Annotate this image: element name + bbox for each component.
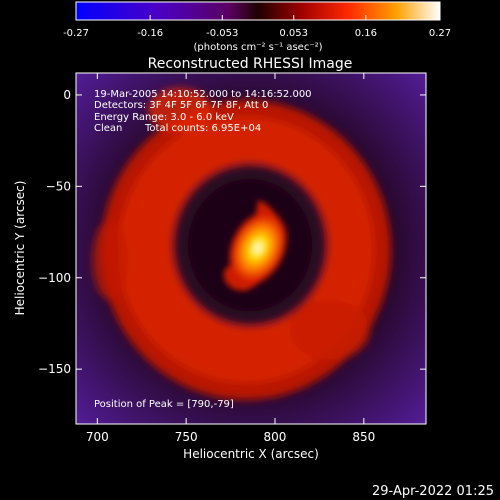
- annotation-peak: Position of Peak = [790,-79]: [94, 399, 234, 410]
- annotation-energy: Energy Range: 3.0 - 6.0 keV: [94, 112, 234, 123]
- colorbar-tick-label: 0.27: [429, 28, 451, 39]
- annotation-detectors: Detectors: 3F 4F 5F 6F 7F 8F, Att 0: [94, 100, 268, 111]
- x-tick-label: 750: [175, 430, 198, 444]
- colorbar-tick-label: -0.053: [206, 28, 238, 39]
- colorbar-unit-label: (photons cm⁻² s⁻¹ asec⁻²): [193, 42, 322, 53]
- colorbar-tick-label: -0.27: [63, 28, 89, 39]
- colorbar-ticks: -0.27 -0.16 -0.053 0.053 0.16 0.27: [63, 15, 451, 39]
- annotation-time: 19-Mar-2005 14:10:52.000 to 14:16:52.000: [94, 89, 312, 100]
- colorbar: -0.27 -0.16 -0.053 0.053 0.16 0.27 (photons c…: [63, 1, 451, 53]
- colorbar-gradient: [75, 1, 441, 21]
- x-axis-label: Heliocentric X (arcsec): [183, 447, 319, 461]
- y-tick-label: −150: [38, 362, 71, 376]
- colorbar-tick-label: 0.16: [355, 28, 377, 39]
- y-axis-label: Heliocentric Y (arcsec): [13, 181, 27, 316]
- heatmap-image: [76, 73, 426, 424]
- y-tick-label: −50: [46, 179, 71, 193]
- x-tick-label: 850: [352, 430, 375, 444]
- footer-date: 29-Apr-2022 01:25: [372, 484, 494, 499]
- annotation-counts: Total counts: 6.95E+04: [144, 123, 261, 134]
- annotation-clean: Clean: [94, 123, 122, 134]
- chart-title: Reconstructed RHESSI Image: [148, 56, 353, 72]
- plot-frame: [75, 72, 427, 425]
- colorbar-tick-label: 0.053: [279, 28, 308, 39]
- y-axis: 0 −50 −100 −150: [38, 88, 426, 376]
- colorbar-tick-label: -0.16: [137, 28, 163, 39]
- x-tick-label: 700: [86, 430, 109, 444]
- x-axis: 700 750 800 850: [86, 73, 375, 444]
- y-tick-label: −100: [38, 271, 71, 285]
- emission-kernel: [223, 200, 289, 291]
- y-tick-label: 0: [63, 88, 71, 102]
- x-tick-label: 800: [264, 430, 287, 444]
